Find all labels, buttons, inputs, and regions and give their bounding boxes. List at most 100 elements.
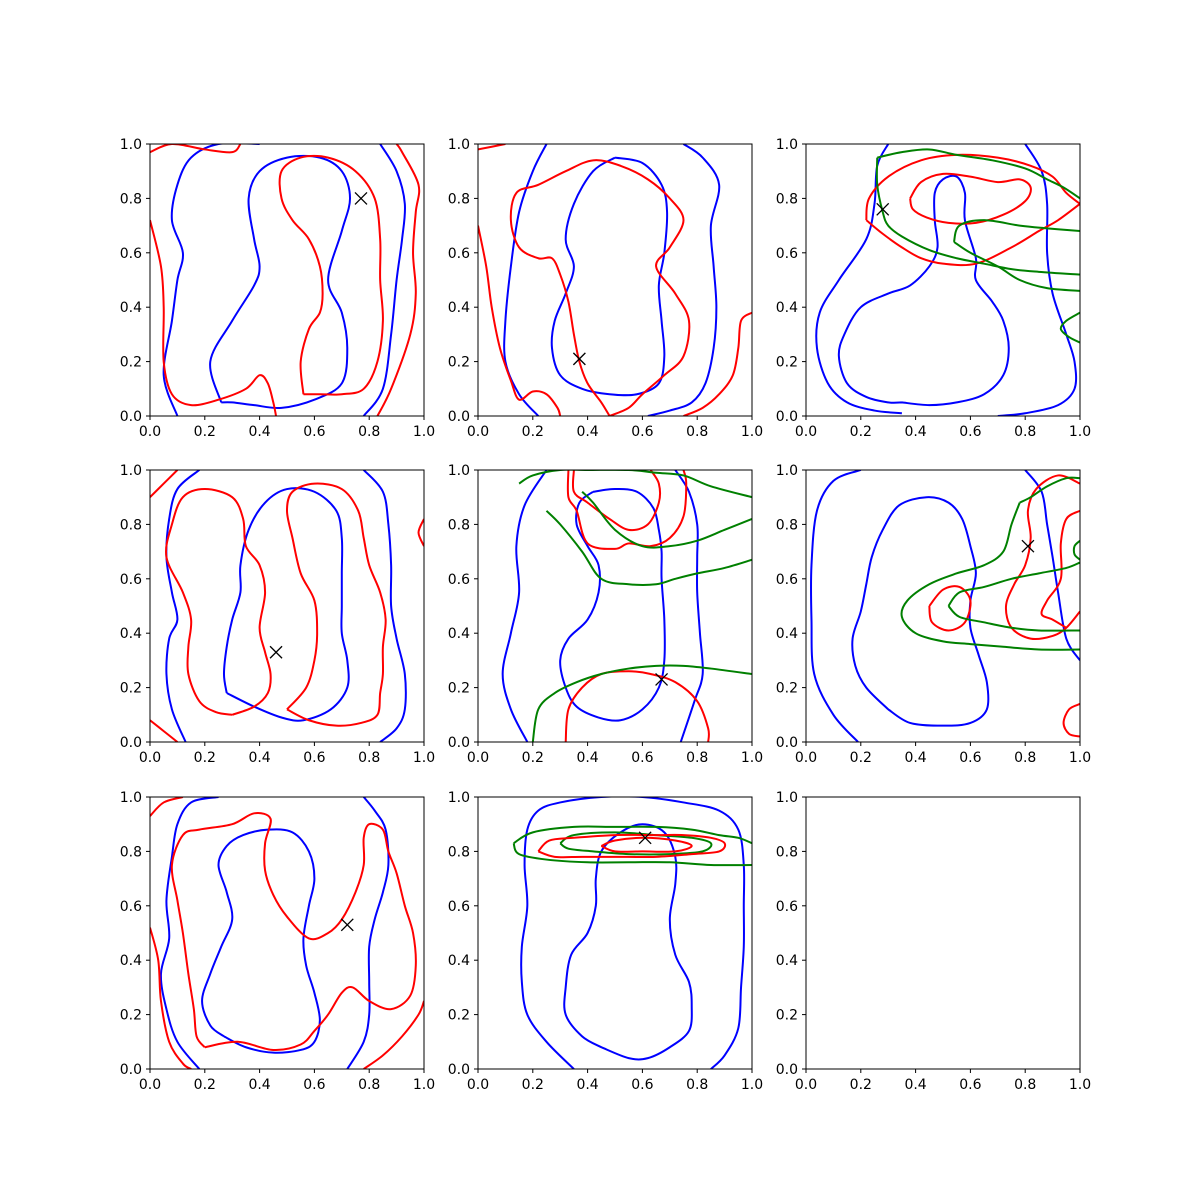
y-tick-label: 0.2 [448, 355, 470, 371]
x-tick-label: 0.8 [358, 750, 380, 766]
y-tick-label: 0.6 [776, 246, 798, 262]
contour-line-red-4 [566, 470, 688, 550]
contour-line-red-7 [683, 311, 752, 416]
contour-line-green-4 [512, 842, 752, 867]
contour-line-green-10 [531, 664, 752, 742]
subplot-9: 0.0 0.2 0.4 0.6 0.8 1.0 0.0 0.2 0.4 0.6 0.8 1.0 [776, 790, 1091, 1093]
y-tick-label: 1.0 [776, 463, 798, 479]
contour-line-red-6 [1040, 509, 1080, 629]
x-tick-label: 0.8 [358, 1077, 380, 1093]
y-tick-label: 0.6 [120, 246, 142, 262]
contour-line-blue-2 [559, 488, 666, 722]
y-tick-label: 0.4 [448, 626, 470, 642]
y-tick-label: 1.0 [120, 137, 142, 153]
y-tick-label: 0.2 [776, 681, 798, 697]
contour-line-red-5 [150, 144, 242, 154]
y-tick-label: 0.0 [120, 1062, 142, 1078]
y-tick-label: 0.0 [120, 735, 142, 751]
contour-line-blue-3 [647, 144, 721, 416]
y-tick-label: 0.2 [448, 681, 470, 697]
x-tick-label: 1.0 [1069, 1077, 1091, 1093]
contour-line-red-6 [564, 670, 710, 742]
x-tick-label: 0.2 [522, 1077, 544, 1093]
x-tick-label: 0.6 [303, 1077, 325, 1093]
y-tick-label: 0.6 [448, 899, 470, 915]
x-tick-label: 0.2 [850, 1077, 872, 1093]
y-tick-label: 0.4 [120, 953, 142, 969]
contour-line-green-12 [1072, 539, 1080, 561]
x-tick-label: 0.6 [959, 750, 981, 766]
contour-line-red-4 [928, 585, 972, 632]
x-tick-label: 1.0 [1069, 424, 1091, 440]
contour-line-blue-2 [851, 496, 990, 727]
x-tick-label: 0.0 [795, 750, 817, 766]
x-tick-label: 0.8 [1014, 750, 1036, 766]
x-marker [572, 352, 586, 366]
contour-line-red-6 [165, 488, 272, 716]
contour-line-red-7 [286, 482, 387, 727]
y-tick-label: 1.0 [776, 137, 798, 153]
x-tick-label: 1.0 [413, 424, 435, 440]
y-tick-label: 0.8 [448, 517, 470, 533]
contour-line-red-6 [278, 154, 384, 396]
contour-line-green-11 [947, 605, 1080, 632]
plot-area-1 [150, 144, 421, 416]
y-tick-label: 1.0 [448, 137, 470, 153]
contour-line-green-10 [953, 241, 1080, 292]
x-tick-label: 0.8 [1014, 1077, 1036, 1093]
y-tick-label: 0.6 [776, 572, 798, 588]
contour-line-red-5 [1004, 474, 1080, 641]
contour-line-red-8 [417, 518, 424, 547]
contour-line-blue-3 [362, 144, 407, 416]
x-tick-label: 0.0 [467, 750, 489, 766]
plot-area-8 [512, 797, 752, 1069]
contour-line-green-7 [518, 470, 752, 499]
y-tick-label: 0.8 [776, 191, 798, 207]
x-tick-label: 0.0 [139, 1077, 161, 1093]
axes-frame [805, 796, 1081, 1070]
x-tick-label: 0.0 [139, 750, 161, 766]
axes-frame [149, 143, 425, 417]
contour-line-green-10 [947, 561, 1080, 607]
x-tick-label: 1.0 [741, 1077, 763, 1093]
y-tick-label: 0.4 [448, 300, 470, 316]
y-tick-label: 0.4 [776, 300, 798, 316]
x-tick-label: 0.8 [1014, 424, 1036, 440]
x-tick-label: 0.6 [959, 424, 981, 440]
contour-line-red-6 [909, 172, 1032, 225]
plot-area-2 [478, 144, 752, 416]
axes-frame [805, 143, 1081, 417]
contour-line-red-7 [1062, 702, 1080, 738]
contour-line-red-4 [150, 927, 192, 1069]
contour-line-red-5 [150, 719, 179, 742]
y-tick-label: 1.0 [448, 463, 470, 479]
subplot-6: 0.0 0.2 0.4 0.6 0.8 1.0 0.0 0.2 0.4 0.6 0.8 1.0 [776, 463, 1091, 766]
contour-line-green-9 [952, 219, 1080, 243]
x-marker [340, 918, 354, 932]
contour-line-green-7 [877, 148, 1080, 200]
contour-line-blue-1 [520, 797, 746, 1069]
y-tick-label: 0.6 [448, 246, 470, 262]
y-tick-label: 0.0 [448, 735, 470, 751]
subplot-8: 0.0 0.2 0.4 0.6 0.8 1.0 0.0 0.2 0.4 0.6 0.8 1.0 [448, 790, 763, 1093]
plot-area-4 [150, 470, 424, 742]
contour-line-blue-1 [815, 144, 902, 415]
contour-line-blue-2 [550, 156, 669, 397]
y-tick-label: 0.2 [120, 681, 142, 697]
contour-line-blue-3 [346, 797, 390, 1069]
plot-area-5 [501, 470, 752, 742]
x-tick-label: 0.4 [904, 1077, 926, 1093]
x-tick-label: 0.4 [904, 750, 926, 766]
y-tick-label: 0.0 [120, 409, 142, 425]
y-tick-label: 0.2 [776, 1008, 798, 1024]
y-tick-label: 0.4 [120, 626, 142, 642]
axes-frame [149, 469, 425, 743]
x-tick-label: 0.4 [576, 424, 598, 440]
x-tick-label: 0.6 [631, 424, 653, 440]
x-tick-label: 1.0 [413, 1077, 435, 1093]
x-marker [1021, 539, 1035, 553]
x-tick-label: 0.4 [576, 750, 598, 766]
x-tick-label: 1.0 [741, 424, 763, 440]
contour-line-green-8 [581, 491, 752, 549]
contour-line-red-5 [865, 203, 1080, 267]
